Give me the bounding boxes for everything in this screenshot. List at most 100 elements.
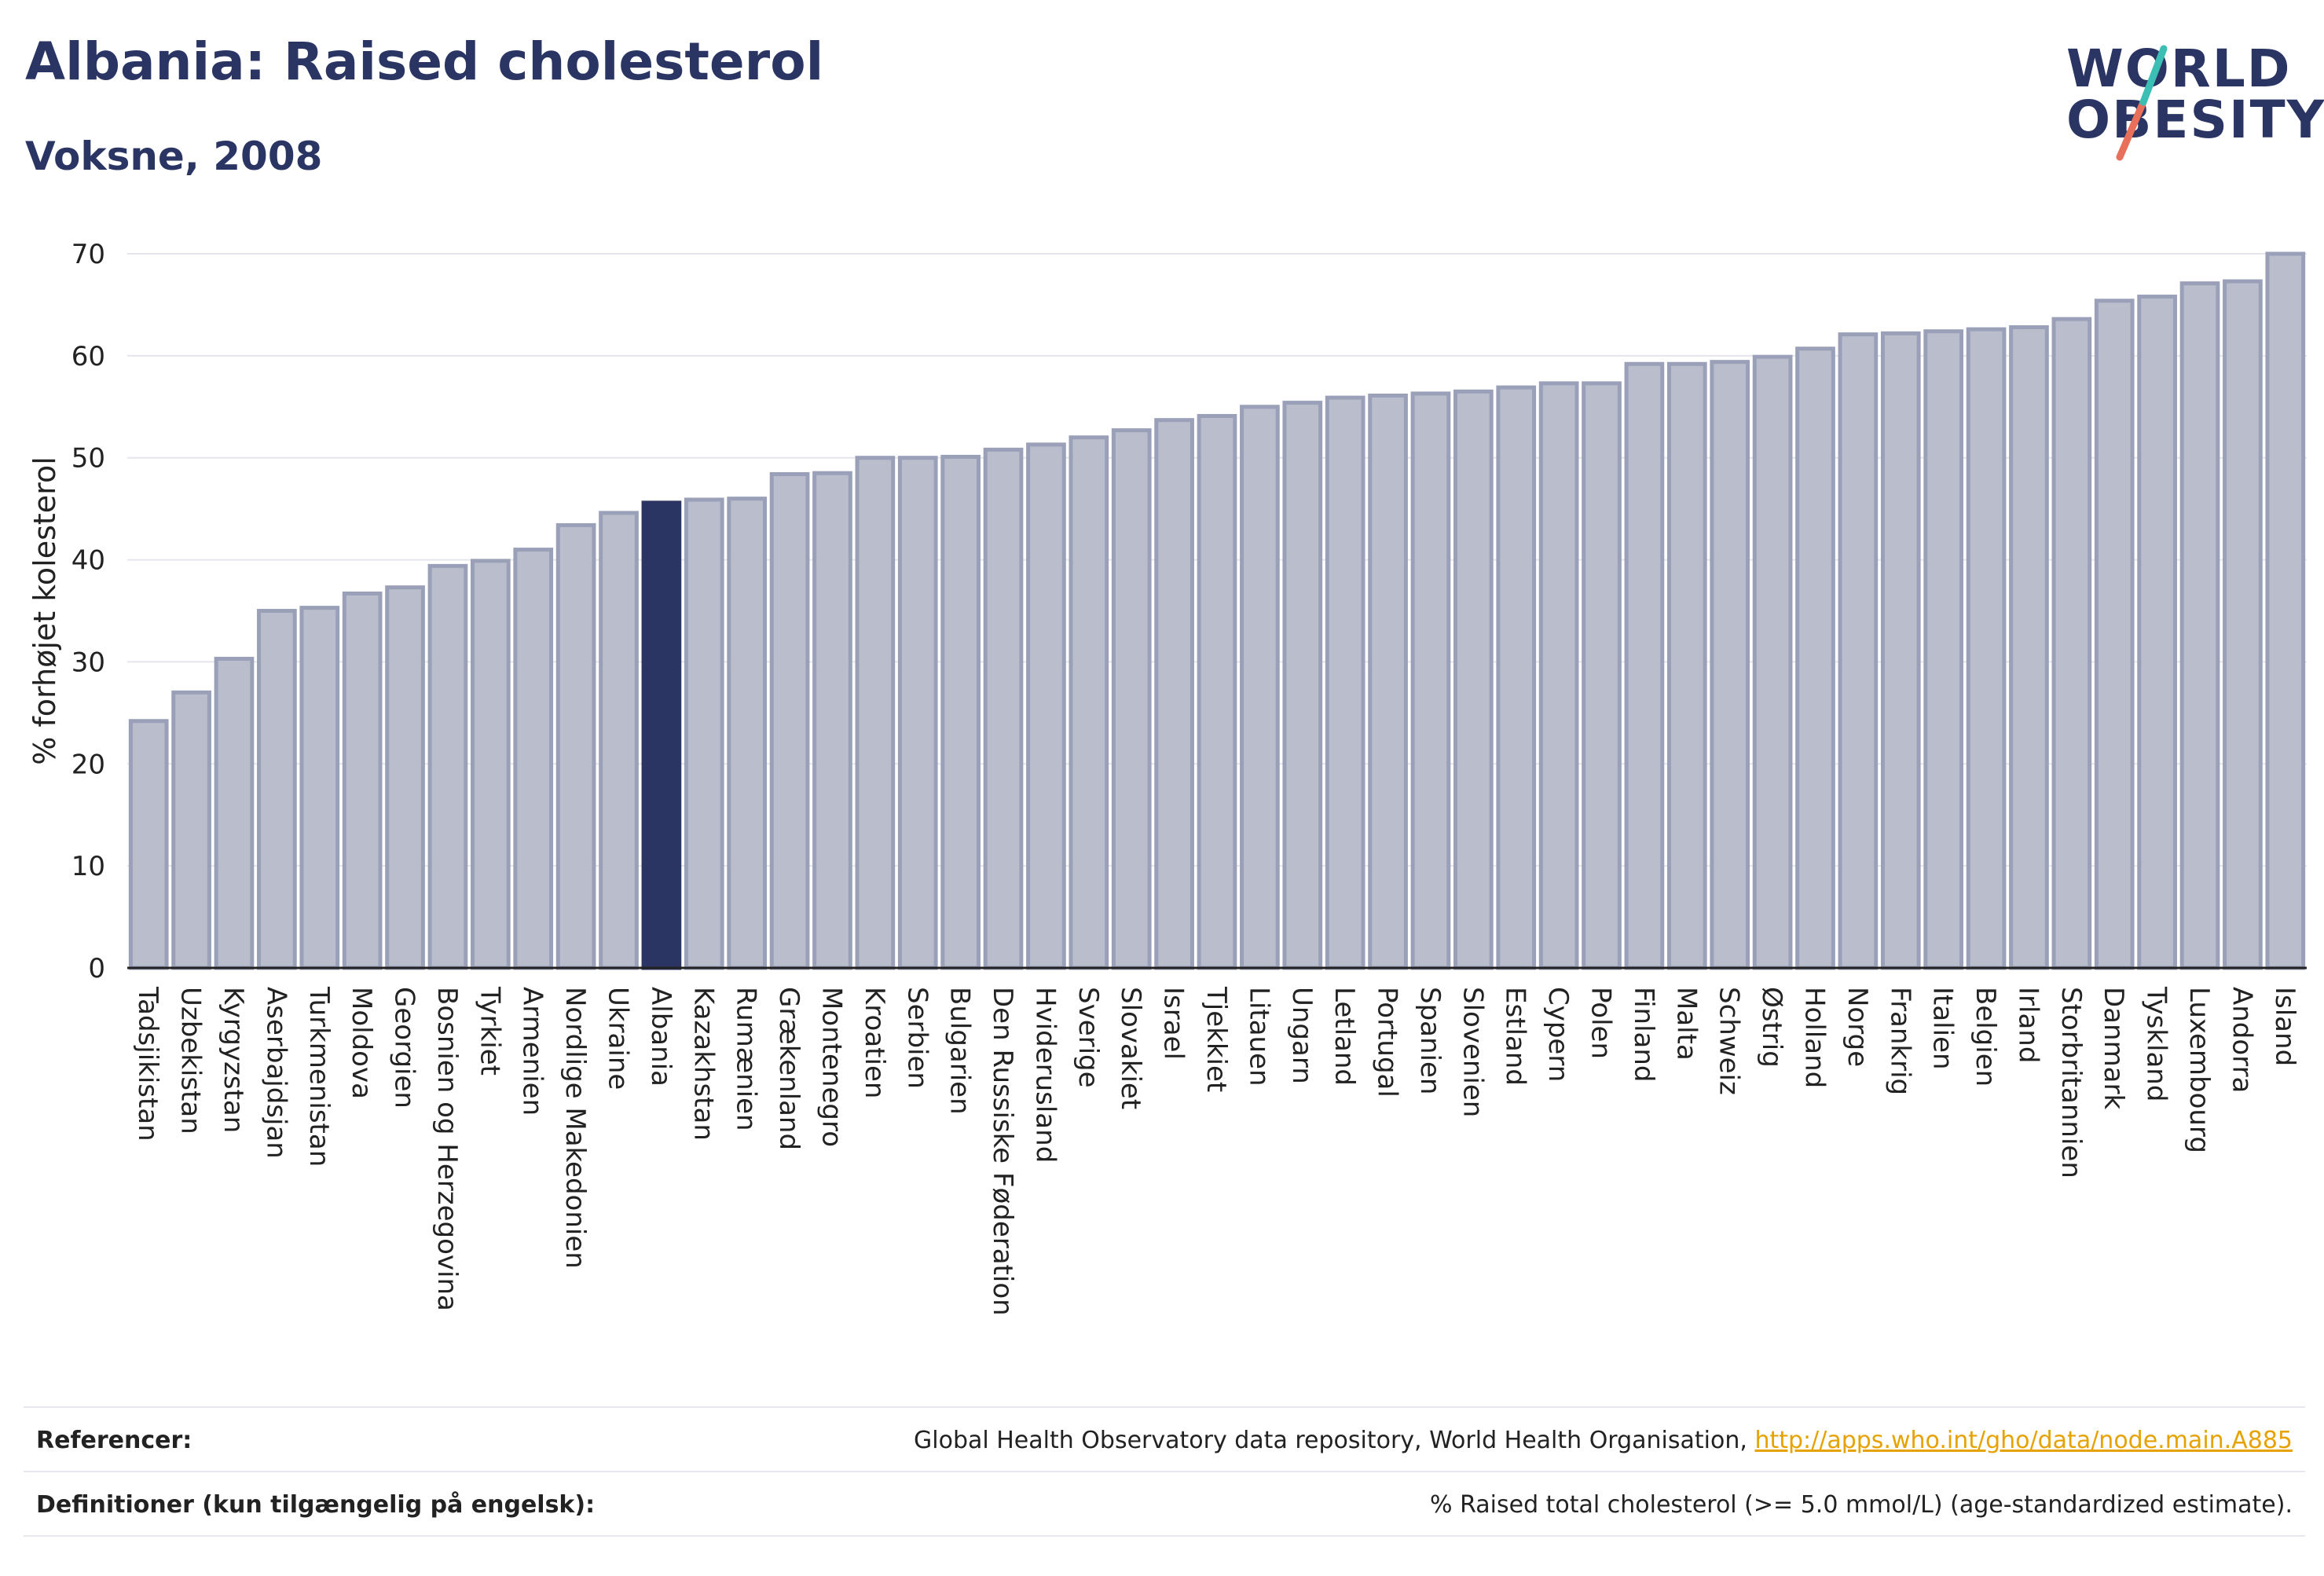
bar <box>1923 329 1964 970</box>
x-tick-label: Malta <box>1670 987 1702 1061</box>
references-value: Global Health Observatory data repositor… <box>914 1427 2293 1454</box>
x-tick-label: Tyskland <box>2141 986 2172 1101</box>
bar <box>1026 442 1066 970</box>
x-tick-label: Serbien <box>901 987 933 1089</box>
bar <box>1624 361 1665 970</box>
bar <box>684 497 724 970</box>
logo-line-world: WORLD <box>2066 38 2292 99</box>
bar <box>555 522 596 970</box>
bar-chart: 0 10 20 30 40 50 60 70 Tadsjikistan Uzbekistan Kyr… <box>27 239 2307 1316</box>
bar <box>1325 395 1365 970</box>
x-tick-label: Ukraine <box>603 987 634 1090</box>
bar <box>940 454 981 970</box>
bar <box>1752 354 1793 970</box>
x-tick-label: Kroatien <box>859 987 890 1098</box>
x-tick-label: Rumænien <box>731 987 762 1131</box>
x-tick-label: Kazakhstan <box>687 987 719 1141</box>
bar <box>1282 401 1323 970</box>
y-tick-label: 60 <box>71 341 105 372</box>
bar <box>128 719 169 970</box>
x-tick-label: Frankrig <box>1884 987 1915 1095</box>
bar <box>599 511 639 970</box>
bar <box>1368 394 1408 970</box>
y-tick-label: 0 <box>88 953 105 984</box>
bar <box>1069 435 1109 970</box>
x-tick-label: Cypern <box>1542 987 1574 1082</box>
y-tick-label: 40 <box>71 545 105 577</box>
y-axis-label: % forhøjet kolesterol <box>27 456 62 765</box>
bar <box>2179 281 2220 970</box>
bar <box>257 609 297 970</box>
x-tick-label: Holland <box>1798 987 1830 1088</box>
y-tick-label: 20 <box>71 749 105 780</box>
definitions-label: Definitioner (kun tilgængelig på engelsk… <box>36 1491 596 1519</box>
x-tick-label: Estland <box>1500 987 1531 1086</box>
x-tick-label: Tjekkiet <box>1200 986 1232 1092</box>
x-tick-label: Norge <box>1842 987 1873 1067</box>
x-tick-label: Bulgarien <box>944 987 976 1115</box>
bar <box>1410 391 1451 970</box>
x-tick-label: Sverige <box>1072 987 1104 1088</box>
x-tick-label: Slovenien <box>1457 987 1488 1117</box>
x-tick-label: Finland <box>1628 987 1659 1083</box>
bar <box>385 585 425 970</box>
y-tick-label: 70 <box>71 239 105 270</box>
bar <box>983 447 1024 970</box>
x-tick-label: Slovakiet <box>1115 987 1146 1109</box>
x-tick-label: Bosnien og Herzegovina <box>431 987 463 1311</box>
bar <box>1240 405 1280 970</box>
bar <box>769 471 810 970</box>
x-tick-label: Uzbekistan <box>175 987 207 1134</box>
references-label: Referencer: <box>36 1427 192 1454</box>
bar <box>513 548 554 970</box>
bar <box>1453 389 1494 970</box>
x-tick-label: Israel <box>1158 987 1189 1060</box>
bar <box>2265 251 2306 970</box>
bar <box>2051 317 2092 970</box>
bar <box>2223 279 2263 970</box>
bar <box>2009 324 2049 970</box>
y-tick-label: 30 <box>71 647 105 678</box>
world-obesity-logo: WORLD OBESITY <box>2058 38 2324 165</box>
x-tick-label: Hviderusland <box>1029 987 1061 1163</box>
x-tick-label: Ungarn <box>1286 987 1318 1084</box>
x-tick-label: Portugal <box>1372 987 1403 1098</box>
y-tick-label: 10 <box>71 851 105 882</box>
x-tick-label: Tyrkiet <box>474 986 505 1076</box>
x-tick-label: Montenegro <box>816 987 847 1147</box>
footer-divider <box>24 1535 2305 1537</box>
logo-line-obesity: OBESITY <box>2066 90 2324 150</box>
bar <box>1582 381 1622 970</box>
bar <box>1111 428 1152 970</box>
x-tick-label: Polen <box>1585 987 1617 1059</box>
bar <box>1197 413 1237 970</box>
references-text: Global Health Observatory data repositor… <box>914 1427 1755 1454</box>
x-tick-label: Turkmenistan <box>303 986 335 1167</box>
bar <box>727 497 768 970</box>
x-tick-label: Nordlige Makedonien <box>559 987 591 1269</box>
bar <box>1880 331 1921 970</box>
x-tick-label: Moldova <box>346 987 377 1099</box>
definitions-value: % Raised total cholesterol (>= 5.0 mmol/… <box>1430 1491 2293 1519</box>
bar <box>1154 418 1194 970</box>
x-tick-label: Belgien <box>1970 987 2001 1087</box>
references-row: Referencer: Global Health Observatory da… <box>24 1406 2305 1471</box>
x-tick-label: Østrig <box>1756 987 1787 1068</box>
bar <box>2094 299 2135 970</box>
bar <box>897 456 938 970</box>
x-tick-label: Armenien <box>517 987 548 1116</box>
bar <box>470 559 511 970</box>
references-link[interactable]: http://apps.who.int/gho/data/node.main.A… <box>1754 1427 2293 1454</box>
x-tick-label: Den Russiske Føderation <box>987 987 1018 1316</box>
x-tick-label: Litauen <box>1243 987 1274 1087</box>
chart-subtitle: Voksne, 2008 <box>25 134 323 179</box>
bar <box>171 690 211 970</box>
x-tick-label: Danmark <box>2098 987 2129 1109</box>
x-tick-label: Luxembourg <box>2183 987 2215 1153</box>
x-tick-label: Albania <box>645 987 676 1087</box>
bar <box>1538 381 1579 970</box>
x-tick-label: Letland <box>1329 987 1360 1086</box>
x-tick-label: Island <box>2269 987 2300 1066</box>
y-tick-label: 50 <box>71 443 105 475</box>
bar <box>342 591 383 970</box>
